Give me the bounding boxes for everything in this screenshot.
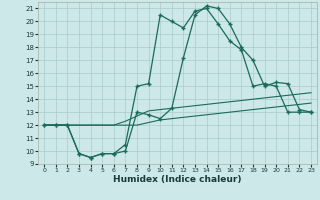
X-axis label: Humidex (Indice chaleur): Humidex (Indice chaleur) xyxy=(113,175,242,184)
